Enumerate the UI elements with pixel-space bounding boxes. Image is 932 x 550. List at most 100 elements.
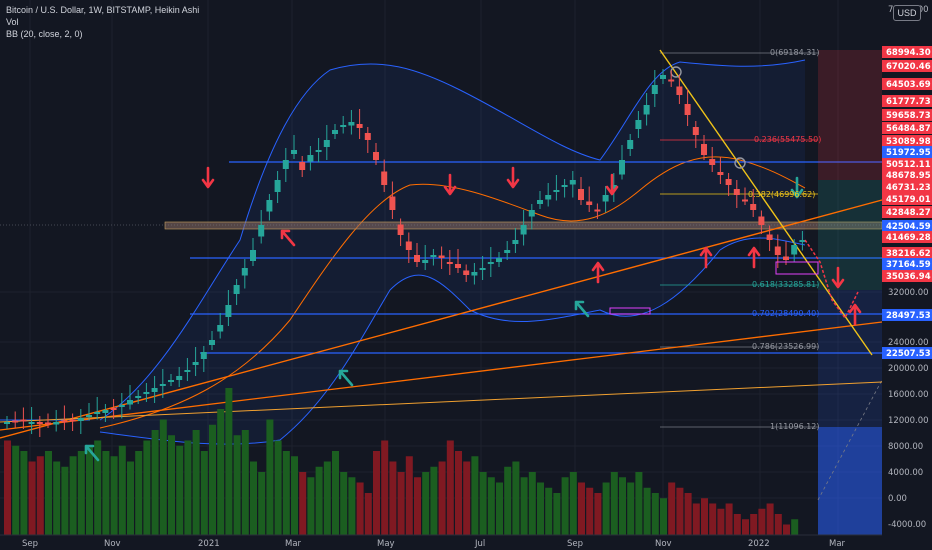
volume-bar	[53, 461, 61, 535]
candle	[487, 247, 494, 277]
y-tick: 12000.00	[888, 416, 929, 426]
volume-bar	[586, 487, 594, 535]
symbol-title[interactable]: Bitcoin / U.S. Dollar, 1W, BITSTAMP, Hei…	[6, 5, 200, 15]
candle	[127, 385, 133, 410]
volume-bar	[28, 461, 36, 535]
volume-bar	[217, 409, 225, 535]
fib-label: 1(11096.12)	[770, 422, 820, 431]
price-tag-label: 45179.01	[886, 195, 931, 205]
candle	[651, 70, 658, 107]
volume-bar	[561, 477, 569, 535]
candle	[200, 346, 207, 372]
candle	[184, 358, 191, 381]
volume-bar	[45, 451, 52, 535]
candle	[733, 180, 740, 208]
volume-bar	[291, 456, 298, 535]
price-tag: 22507.53	[882, 347, 932, 359]
volume-bar	[86, 445, 93, 535]
candle	[750, 189, 757, 217]
volume-bar	[225, 388, 233, 535]
candle	[405, 232, 412, 263]
volume-bar	[307, 477, 315, 535]
price-tag-label: 48678.95	[886, 171, 931, 181]
volume-bar	[733, 514, 741, 535]
candle	[602, 186, 609, 213]
candle	[340, 116, 347, 134]
price-tag-label: 67020.46	[886, 62, 931, 72]
price-tag: 64503.69	[882, 78, 932, 90]
volume-bar	[742, 519, 749, 535]
candle	[151, 376, 158, 403]
volume-bar	[791, 519, 799, 535]
volume-bar	[397, 472, 405, 535]
volume-bar	[282, 451, 290, 535]
price-tag-label: 64503.69	[886, 80, 931, 90]
candle	[594, 203, 601, 219]
volume-bar	[323, 461, 331, 535]
candle	[69, 413, 76, 431]
volume-bar	[176, 445, 184, 535]
volume-bar	[750, 514, 758, 535]
volume-bar	[12, 445, 20, 535]
volume-bar	[159, 419, 167, 535]
annotation-arrow	[443, 173, 457, 196]
volume-bar	[578, 482, 585, 535]
y-tick: 24000.00	[888, 338, 929, 348]
candle	[520, 210, 527, 246]
volume-bar	[496, 482, 503, 535]
candle	[438, 246, 445, 269]
x-tick: Nov	[104, 539, 121, 549]
price-tag-label: 38216.62	[886, 249, 931, 259]
price-tag: 38216.62	[882, 247, 932, 259]
currency-button[interactable]: USD	[893, 5, 921, 21]
volume-bar	[389, 461, 397, 535]
volume-bar	[69, 456, 77, 535]
annotation-arrow	[699, 246, 713, 269]
candle	[610, 173, 617, 202]
candle	[635, 111, 642, 138]
candle	[783, 241, 789, 265]
price-tag: 53089.98	[882, 135, 932, 147]
candle	[397, 218, 404, 246]
candle	[61, 405, 68, 430]
volume-bar	[520, 477, 528, 535]
volume-bar	[77, 451, 85, 535]
volume-bar	[127, 461, 134, 535]
volume-bar	[184, 440, 192, 535]
volume-bar	[569, 472, 577, 535]
candle	[496, 252, 502, 267]
volume-bar	[774, 514, 782, 535]
candle	[692, 121, 699, 148]
volume-label[interactable]: Vol	[6, 17, 19, 27]
volume-bar	[241, 430, 249, 535]
volume-bar	[332, 451, 339, 535]
volume-bar	[471, 456, 479, 535]
volume-bar	[340, 472, 348, 535]
price-tag-label: 42848.27	[886, 208, 931, 218]
price-tag: 51972.95	[882, 146, 932, 158]
volume-bar	[725, 503, 733, 535]
candle	[94, 397, 101, 420]
annotation-arrow	[790, 176, 804, 199]
candle	[586, 186, 593, 212]
price-tag: 41469.28	[882, 231, 932, 243]
volume-bar	[94, 440, 102, 535]
volume-bar	[709, 503, 717, 535]
candle	[315, 138, 322, 163]
y-tick: 20000.00	[888, 364, 929, 374]
price-tag: 50512.11	[882, 158, 932, 170]
candle	[627, 134, 634, 156]
y-tick: 0.00	[888, 494, 907, 504]
volume-bar	[405, 456, 413, 535]
candle	[233, 279, 240, 305]
price-axis-tags[interactable]: 68994.30 67020.46 64503.69 61777.73 59658.73…	[882, 46, 932, 359]
price-tag-label: 35036.94	[886, 272, 931, 282]
fib-retracement	[660, 50, 883, 535]
bb-label[interactable]: BB (20, close, 2, 0)	[6, 29, 83, 39]
candle	[479, 256, 486, 280]
candle	[660, 69, 666, 84]
candle	[446, 250, 453, 275]
candle	[389, 181, 396, 219]
candle	[356, 109, 363, 139]
